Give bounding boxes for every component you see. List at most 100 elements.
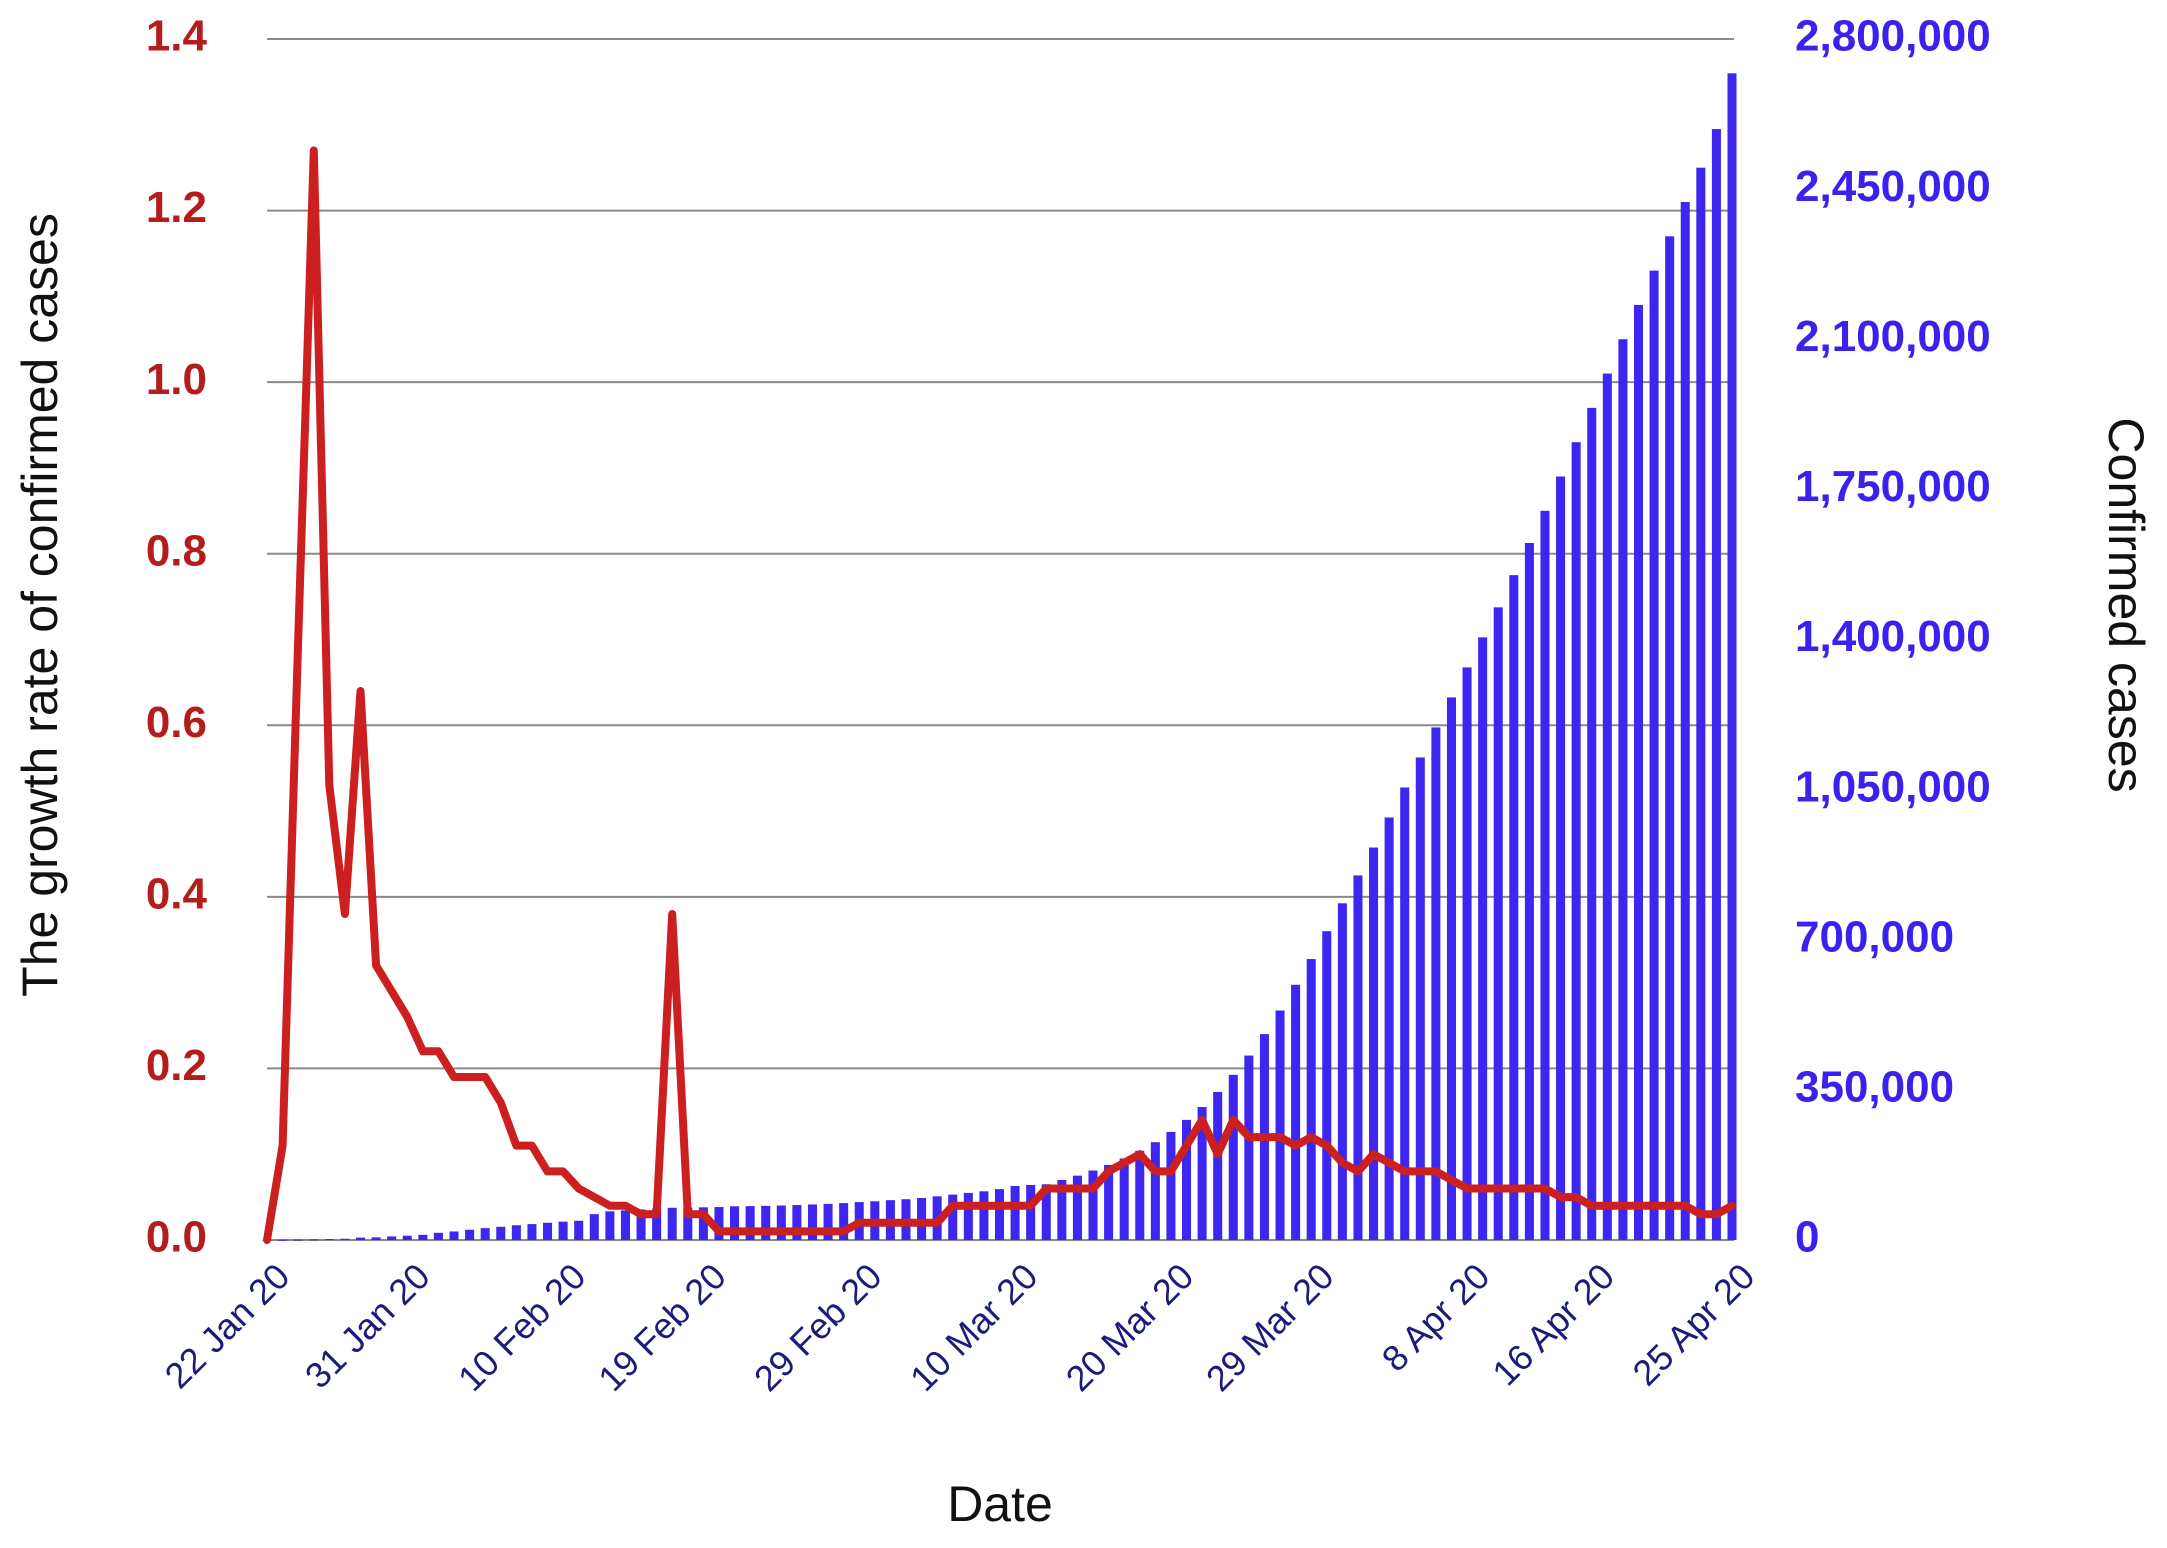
bar [994, 1189, 1005, 1240]
bar [387, 1236, 397, 1240]
bar [1400, 787, 1410, 1240]
bar [309, 1239, 319, 1241]
bar [1306, 959, 1316, 1240]
x-tick-label: 10 Feb 20 [450, 1255, 594, 1399]
bar [480, 1228, 490, 1240]
bar [543, 1222, 553, 1240]
line [263, 146, 1736, 1244]
bar [1524, 542, 1534, 1240]
bar [730, 1206, 740, 1240]
bar [948, 1194, 958, 1240]
bar [1182, 1119, 1192, 1240]
bar [605, 1211, 615, 1240]
bar [1571, 442, 1581, 1240]
bar [1104, 1164, 1114, 1240]
bar [558, 1221, 568, 1240]
bar [574, 1220, 584, 1240]
bar [1696, 167, 1706, 1240]
bar [1244, 1055, 1254, 1240]
bar [1150, 1142, 1160, 1240]
bar [1353, 875, 1363, 1240]
bar [667, 1207, 677, 1240]
y-tick-label: 0.0 [146, 1213, 207, 1262]
bar [1509, 575, 1519, 1240]
bar [776, 1205, 786, 1240]
bar [465, 1229, 475, 1240]
bar [823, 1203, 833, 1240]
bar [1135, 1150, 1145, 1240]
bar [1665, 236, 1675, 1241]
bar [963, 1192, 973, 1240]
bar [636, 1209, 646, 1240]
y2-tick-label: 1,750,000 [1795, 462, 1991, 511]
bar [449, 1231, 459, 1240]
y2-tick-label: 350,000 [1795, 1063, 1954, 1112]
bar [1291, 984, 1301, 1240]
bar [1166, 1131, 1176, 1240]
bar [278, 1239, 288, 1241]
bar [511, 1225, 521, 1240]
y2-tick-label: 0 [1795, 1213, 1819, 1262]
bar [1587, 407, 1597, 1241]
bar [1213, 1092, 1223, 1240]
y-tick-label: 0.4 [146, 869, 208, 918]
x-tick-label: 22 Jan 20 [157, 1255, 298, 1396]
bar [1680, 201, 1690, 1240]
x-tick-label: 29 Mar 20 [1198, 1255, 1342, 1399]
y2-tick-label: 1,050,000 [1795, 762, 1991, 811]
y-tick-label: 0.6 [146, 698, 207, 747]
bar [293, 1239, 303, 1241]
x-tick-label: 31 Jan 20 [297, 1255, 438, 1396]
bar [807, 1204, 817, 1240]
y-tick-label: 1.0 [146, 355, 207, 404]
bar [1026, 1184, 1036, 1240]
y2-tick-label: 2,100,000 [1795, 312, 1991, 361]
y2-tick-label: 2,800,000 [1795, 12, 1991, 61]
bar [1337, 903, 1347, 1240]
bar [745, 1206, 755, 1240]
bar [1478, 637, 1488, 1240]
bar [1618, 339, 1628, 1240]
y2-tick-label: 1,400,000 [1795, 612, 1991, 661]
x-tick-label: 29 Feb 20 [746, 1255, 890, 1399]
bar [683, 1207, 693, 1240]
x-tick-label: 20 Mar 20 [1058, 1255, 1202, 1399]
bar [1602, 373, 1612, 1240]
y2-axis-title: Confirmed cases [2098, 417, 2154, 792]
bar [714, 1207, 724, 1240]
bar [1072, 1175, 1082, 1240]
x-tick-label: 16 Apr 20 [1484, 1255, 1622, 1393]
bar [1493, 607, 1503, 1240]
bar [527, 1224, 537, 1240]
y-tick-label: 1.2 [146, 183, 207, 232]
bar [1446, 697, 1456, 1240]
bar [1041, 1184, 1051, 1240]
x-tick-label: 25 Apr 20 [1624, 1255, 1762, 1393]
bar [355, 1237, 366, 1240]
bar [1369, 847, 1379, 1240]
x-tick-label: 10 Mar 20 [902, 1255, 1046, 1399]
bar [1431, 727, 1441, 1240]
bar [1119, 1158, 1129, 1240]
bar [620, 1210, 630, 1240]
bar [402, 1235, 412, 1240]
y2-tick-label: 2,450,000 [1795, 162, 1991, 211]
bar [792, 1205, 802, 1240]
y2-tick-label: 700,000 [1795, 912, 1954, 961]
bar [324, 1239, 334, 1241]
bar [698, 1207, 708, 1240]
bar [1633, 304, 1644, 1241]
bar [979, 1191, 989, 1240]
y-tick-label: 1.4 [146, 12, 208, 61]
x-axis-title: Date [947, 1476, 1053, 1532]
bar [761, 1205, 771, 1240]
bar [1649, 270, 1659, 1240]
bar [496, 1226, 506, 1240]
bar [418, 1234, 428, 1240]
bar [1228, 1074, 1238, 1240]
bar [652, 1208, 662, 1240]
y-tick-label: 0.2 [146, 1041, 207, 1090]
bar [1275, 1010, 1285, 1240]
bar [1010, 1186, 1020, 1240]
